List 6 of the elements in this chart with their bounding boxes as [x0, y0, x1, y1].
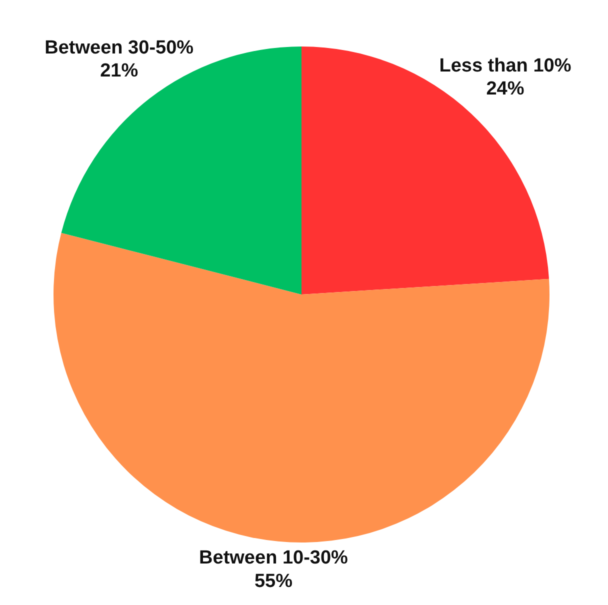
data-label: 21%	[100, 60, 138, 82]
data-label: 24%	[486, 78, 524, 100]
slice-label: Between 30-50%	[44, 37, 194, 58]
slice-label: Less than 10%	[439, 56, 572, 77]
slice-label: Between 10-30%	[199, 548, 348, 569]
data-label: 55%	[254, 570, 293, 592]
